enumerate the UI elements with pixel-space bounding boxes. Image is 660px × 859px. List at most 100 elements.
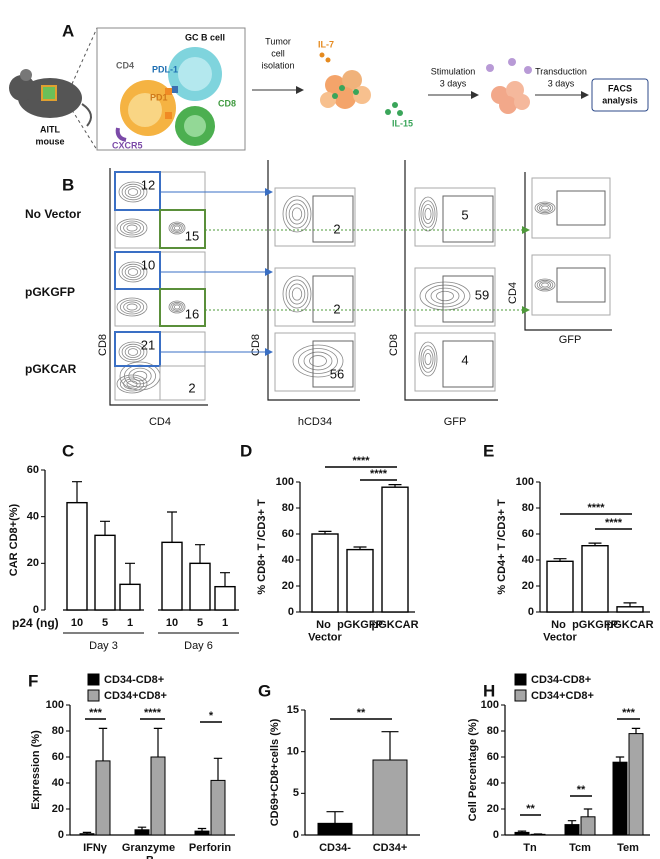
contour — [121, 263, 145, 281]
bar — [546, 560, 574, 613]
axis-label: hCD34 — [298, 416, 332, 428]
plot-frame — [531, 254, 611, 316]
error-bar — [98, 727, 108, 761]
error-bar — [153, 727, 163, 757]
gate-value: 2 — [333, 301, 340, 316]
bar — [564, 824, 580, 836]
mouse-label: AITL — [40, 124, 60, 134]
y-axis-label: Expression (%) — [30, 730, 42, 810]
contour — [118, 261, 148, 283]
plot-frame — [531, 177, 611, 239]
contour — [303, 351, 333, 371]
y-tick-label: 0 — [293, 829, 299, 841]
y-axis-label: % CD4+ T /CD3+ T — [496, 499, 508, 595]
bar — [381, 486, 409, 613]
contour — [285, 199, 309, 229]
error-bar — [197, 827, 207, 832]
axis-label: GFP — [444, 416, 467, 428]
contour — [534, 278, 556, 292]
y-tick-label: 40 — [522, 554, 534, 566]
contour — [436, 290, 454, 302]
y-tick-label: 60 — [487, 751, 499, 763]
legend-label: CD34-CD8+ — [104, 674, 164, 686]
text-line: 10 — [166, 617, 178, 629]
significance-label: *** — [622, 707, 636, 719]
text-line: 5 — [197, 617, 203, 629]
cell-label: CD4 — [116, 60, 134, 70]
contour — [126, 224, 138, 232]
significance-label: *** — [89, 707, 103, 719]
contour — [420, 200, 436, 228]
bar — [372, 759, 408, 836]
axis-label: CD4 — [507, 282, 519, 304]
axis-label: CD8 — [250, 334, 262, 356]
y-tick-label: 0 — [528, 606, 534, 618]
panel-label: D — [240, 441, 252, 460]
axis-label: CD4 — [149, 416, 171, 428]
x-tick-label: pGKCAR — [371, 619, 418, 631]
cell-label: PD1 — [150, 92, 168, 102]
gate-value: 4 — [461, 352, 468, 367]
legend-swatch — [87, 673, 100, 686]
contour — [291, 287, 303, 301]
plot-axis — [524, 172, 612, 331]
contour — [118, 341, 148, 363]
cd4-nucleus — [128, 93, 162, 127]
cell-label: CD8 — [218, 98, 236, 108]
contour — [539, 204, 552, 212]
contour — [282, 195, 312, 233]
text-line: Perforin — [189, 842, 231, 854]
contour — [118, 181, 148, 203]
bar — [150, 756, 166, 836]
significance-label: **** — [587, 502, 605, 514]
error-bar — [553, 558, 567, 562]
y-tick-label: 60 — [282, 528, 294, 540]
y-tick-label: 10 — [287, 746, 299, 758]
contour — [173, 304, 181, 310]
mouse-label: mouse — [35, 136, 64, 146]
step-label: Transduction — [535, 66, 587, 76]
significance-label: * — [209, 710, 214, 722]
gate — [556, 267, 606, 303]
panel-label: B — [62, 175, 74, 194]
gate — [312, 340, 354, 388]
contour — [536, 279, 554, 291]
error-bar — [517, 830, 527, 833]
bar — [317, 822, 353, 836]
x-tick-label: pGKGFP — [572, 619, 618, 631]
error-bar — [631, 727, 641, 734]
gate-value: 10 — [141, 257, 155, 272]
legend-label: CD34+CD8+ — [104, 690, 167, 702]
bar — [66, 501, 88, 611]
row-label: pGKCAR — [25, 362, 77, 376]
gate-value: 21 — [141, 337, 155, 352]
x-tick-label: 10 — [166, 617, 178, 629]
text-line: 10 — [71, 617, 83, 629]
contour — [291, 207, 303, 221]
error-bar — [195, 544, 205, 564]
y-tick-label: 20 — [282, 580, 294, 592]
plot-frame — [414, 332, 496, 392]
gate — [159, 365, 206, 401]
contour — [172, 303, 182, 311]
contour — [422, 349, 434, 369]
step-label: 3 days — [548, 78, 575, 88]
mouse-icon — [9, 69, 92, 127]
error-bar — [318, 530, 332, 534]
bar — [214, 585, 236, 611]
contour — [541, 282, 549, 288]
bar — [581, 545, 609, 613]
bar — [189, 562, 211, 611]
contour — [116, 374, 148, 394]
y-tick-label: 80 — [522, 502, 534, 514]
gate-value: 12 — [141, 177, 155, 192]
error-bar — [588, 542, 602, 546]
y-tick-label: 60 — [522, 528, 534, 540]
x-tick-label: IFNγ — [83, 842, 108, 854]
bar — [311, 533, 339, 613]
x-tick-label: No Vector — [308, 619, 342, 644]
receptor — [172, 86, 178, 93]
y-tick-label: 100 — [481, 699, 499, 711]
y-axis-label: CD69+CD8+cells (%) — [269, 718, 281, 826]
y-tick-label: 40 — [27, 511, 39, 523]
